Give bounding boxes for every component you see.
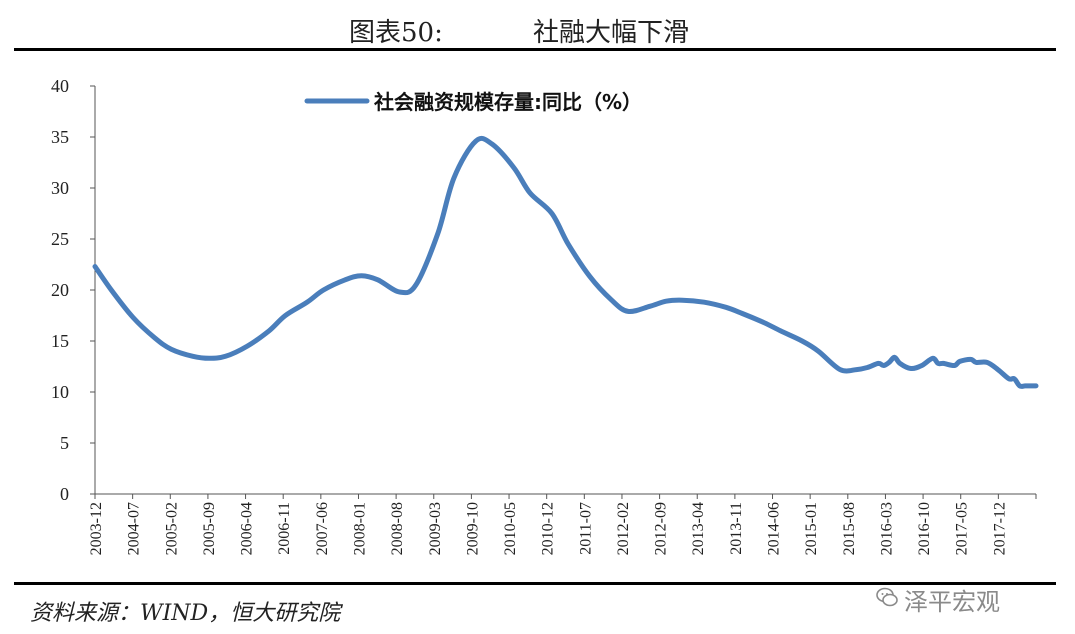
x-tick-label: 2014-06 [766, 502, 783, 555]
y-axis-ticks: 0 5 10 15 20 25 30 35 40 [51, 76, 95, 504]
chart-axes [94, 86, 1036, 495]
chart-series [92, 135, 1039, 389]
x-tick-label: 2013-11 [728, 502, 745, 555]
x-tick-label: 2008-01 [351, 502, 368, 555]
figure-number: 图表50: [349, 18, 443, 48]
chart-legend: 社会融资规模存量:同比（%） [304, 90, 642, 114]
x-tick-label: 2006-04 [239, 502, 256, 555]
x-tick-label: 2012-09 [653, 502, 670, 555]
series-line [92, 135, 1039, 389]
wechat-icon [876, 587, 898, 607]
x-tick-label: 2005-02 [163, 502, 180, 555]
x-tick-label: 2009-03 [427, 502, 444, 555]
y-tick-label: 25 [51, 229, 69, 249]
x-tick-label: 2017-05 [954, 502, 971, 555]
x-tick-label: 2013-04 [690, 502, 707, 555]
x-tick-label: 2009-10 [464, 502, 481, 555]
y-tick-label: 30 [51, 178, 69, 198]
x-axis-ticks: 2003-12 2004-07 2005-02 2005-09 2006-04 2006-… [88, 494, 1037, 555]
figure-title-bar: 图表50: 社融大幅下滑 [0, 8, 1075, 48]
x-tick-label: 2016-10 [916, 502, 933, 555]
x-tick-label: 2011-07 [577, 502, 594, 555]
y-tick-label: 35 [51, 127, 69, 147]
x-tick-label: 2015-01 [803, 502, 820, 555]
x-tick-label: 2012-02 [615, 502, 632, 555]
watermark: 泽平宏观 [904, 588, 1000, 616]
x-tick-label: 2005-09 [201, 502, 218, 555]
y-tick-label: 40 [51, 76, 69, 96]
x-tick-label: 2017-12 [991, 502, 1008, 555]
y-tick-label: 20 [51, 280, 69, 300]
bottom-rule [14, 582, 1056, 585]
x-tick-label: 2004-07 [126, 502, 143, 555]
x-tick-label: 2010-12 [540, 502, 557, 555]
x-tick-label: 2010-05 [502, 502, 519, 555]
y-tick-label: 10 [51, 382, 69, 402]
y-tick-label: 15 [51, 331, 69, 351]
x-tick-label: 2007-06 [314, 502, 331, 555]
legend-label: 社会融资规模存量:同比（%） [373, 90, 642, 114]
x-tick-label: 2003-12 [88, 502, 105, 555]
source-note: 资料来源：WIND，恒大研究院 [30, 601, 341, 626]
x-tick-label: 2006-11 [276, 502, 293, 555]
x-tick-label: 2015-08 [841, 502, 858, 555]
y-tick-label: 5 [60, 433, 69, 453]
x-tick-label: 2016-03 [878, 502, 895, 555]
figure-title: 社融大幅下滑 [533, 18, 690, 48]
y-tick-label: 0 [60, 484, 69, 504]
top-rule [14, 48, 1056, 51]
x-tick-label: 2008-08 [389, 502, 406, 555]
